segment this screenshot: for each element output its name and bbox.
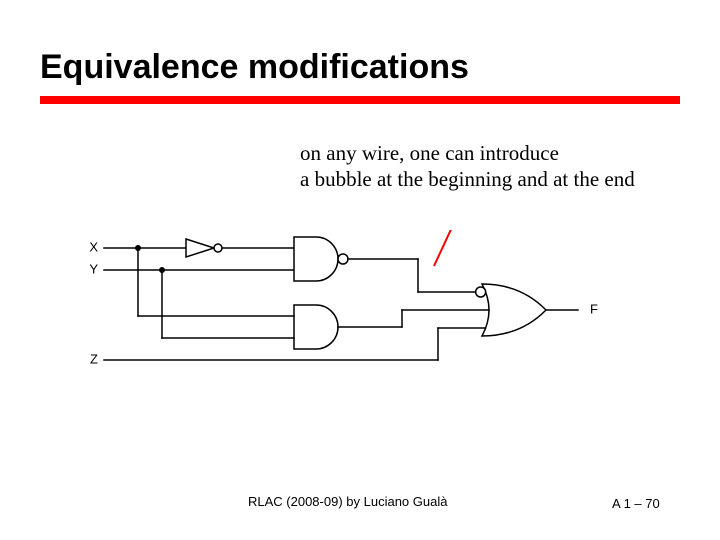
svg-text:F: F xyxy=(590,301,598,316)
svg-text:Z: Z xyxy=(90,351,98,366)
page-title: Equivalence modifications xyxy=(40,48,469,87)
note-text: on any wire, one can introduce a bubble … xyxy=(300,140,700,193)
svg-text:Y: Y xyxy=(89,261,98,276)
note-line2: a bubble at the beginning and at the end xyxy=(300,167,635,191)
footer-page: A 1 – 70 xyxy=(612,496,660,511)
svg-text:X: X xyxy=(89,239,98,254)
footer-credit: RLAC (2008-09) by Luciano Gualà xyxy=(248,494,447,509)
red-rule xyxy=(40,96,680,104)
footer-page-num: 70 xyxy=(645,496,659,511)
footer-page-prefix: A 1 – xyxy=(612,496,645,511)
note-line1: on any wire, one can introduce xyxy=(300,141,559,165)
circuit-diagram: XY Z F xyxy=(84,230,624,400)
